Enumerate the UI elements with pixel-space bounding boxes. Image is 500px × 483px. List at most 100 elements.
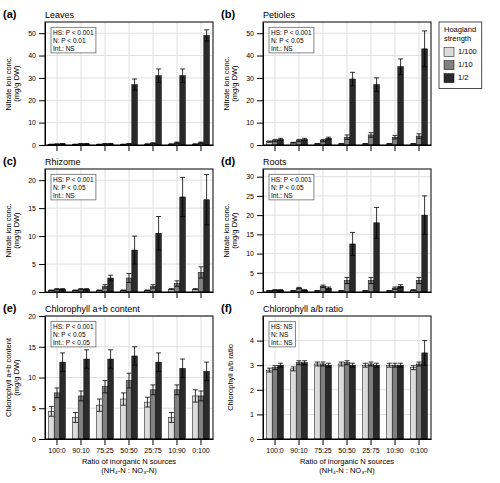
error-bar [369,133,374,137]
tick: 50:50 [120,439,138,454]
tick: 0 [32,436,45,443]
stats-frame [51,27,96,53]
grid [263,169,431,292]
error-bar [103,143,108,144]
tick-mark [39,347,45,348]
series [278,341,428,439]
error-bar [180,359,185,377]
tick-label: 75:25 [96,447,114,454]
tick-mark [395,145,396,151]
tick-mark [177,145,178,151]
tick-label: 5 [250,270,254,277]
tick-mark [39,100,45,101]
tick-label: 20 [28,313,36,320]
error-bar [321,285,326,287]
tick-label: 10 [28,233,36,240]
tick-label: 100:0 [48,447,66,454]
error-bar [73,413,78,423]
bar [422,353,428,439]
panel-label: (d) [221,155,235,167]
tick-mark [257,273,263,274]
error-bar [151,142,156,144]
error-bar [398,59,403,75]
y-axis-title: Chlorophyll a+b content(mg/g DW) [4,337,22,417]
error-bar [345,135,350,139]
error-bar [363,143,368,144]
tick: 2 [250,387,263,394]
bars [267,31,428,145]
error-bar [199,267,204,278]
error-bar [422,341,427,366]
tick-label: 50:50 [120,447,138,454]
tick-mark [419,292,420,298]
text-line: Chlorophyll a/b ratio [226,344,235,411]
tick-label: 40 [246,52,254,59]
tick-mark [39,378,45,379]
tick-label: 0 [250,142,254,149]
text-line: Int.: NS [53,44,75,51]
tick: 90:10 [290,439,308,454]
tick-label: 4 [250,337,254,344]
grid-line-x [153,22,154,145]
tick-label: 50:50 [338,447,356,454]
tick-label: 5 [32,405,36,412]
tick: 50 [246,30,263,37]
tick-mark [39,208,45,209]
x-axis [46,292,214,298]
tick-label: 30 [28,75,36,82]
tick [371,292,372,298]
tick-label: 3 [250,362,254,369]
grid-line-x [419,169,420,292]
plot-frame [263,22,431,145]
text-line: N: P < 0.01 [53,37,86,44]
y-axis-title: Nitrate ion conc.(mg/g DW) [4,56,22,110]
legend: Hoaglandstrength1/1001/101/2 [439,22,482,89]
tick [57,292,58,298]
panel-title: Roots [263,157,287,167]
tick: 25:75 [362,439,380,454]
text-line: Int.: NS [271,338,293,345]
series [49,390,199,439]
error-bar [297,361,302,365]
error-bar [145,397,150,407]
legend-label: 1/10 [458,60,473,69]
y-axis-title: Nitrate ion conc.(mg/g DW) [222,56,240,110]
plot-frame [263,316,431,439]
tick: 90:10 [72,439,90,454]
tick-mark [257,100,263,101]
tick-mark [299,292,300,298]
stats-text: HS: P < 0.001N: P < 0.01Int.: NS [53,29,94,52]
x-axis-title: Ratio of inorganic N sources(NH₄-N : NO₃… [82,457,176,475]
tick-label: 20 [28,177,36,184]
tick-mark [39,439,45,440]
tick: 50:50 [338,439,356,454]
bar [145,402,151,439]
tick [177,145,178,151]
grid-line-x [177,22,178,145]
legend-swatch [444,48,454,57]
tick-label: 25:75 [144,447,162,454]
tick-label: 10 [246,250,254,257]
grid [263,22,431,145]
bar [150,390,156,439]
bar [102,387,108,439]
tick-label: 0:100 [192,447,210,454]
error-bar [273,139,278,141]
bar [374,85,380,145]
series [267,362,417,439]
error-bar [84,143,89,144]
error-bar [121,393,126,405]
text-line: HS: NS [271,323,293,330]
bar [267,142,273,145]
y-axis: 05101520 [28,170,45,296]
tick-mark [177,439,178,445]
tick: 5 [32,405,45,412]
tick-label: 0 [32,142,36,149]
tick-label: 0 [250,436,254,443]
error-bar [156,69,161,82]
tick-mark [105,439,106,445]
error-bar [169,413,174,423]
legend-title: Hoaglandstrength [444,25,476,43]
grid-line-x [323,22,324,145]
text-line: (NH₄-N : NO₃-N) [101,466,157,475]
